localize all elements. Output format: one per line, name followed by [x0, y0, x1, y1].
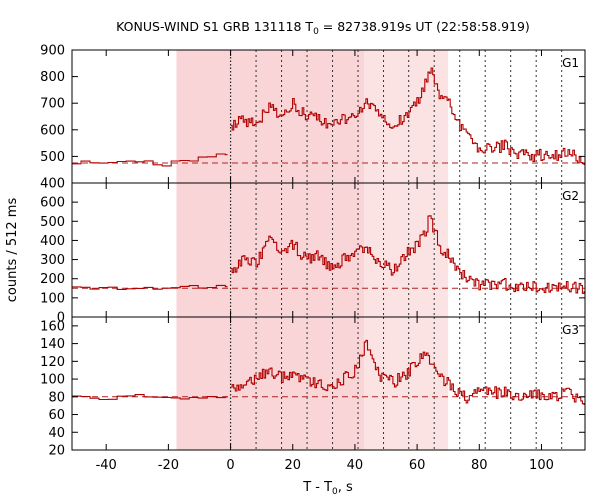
- y-tick-label-2-5: 400: [40, 234, 65, 249]
- pre-trigger-curve-2: [72, 284, 228, 290]
- y-tick-label-2-7: 600: [40, 196, 65, 211]
- y-tick-label-1-3: 600: [40, 123, 65, 138]
- x-tick-label-4: 20: [284, 458, 301, 473]
- post-trigger-curve-2: [230, 215, 585, 294]
- y-tick-label-3-1: 20: [48, 444, 65, 459]
- y-tick-label-3-2: 40: [48, 426, 65, 441]
- y-tick-label-3-8: 160: [40, 319, 65, 334]
- x-axis-label: T - T0, s: [302, 480, 353, 497]
- chart-title: KONUS-WIND S1 GRB 131118 T0 = 82738.919s…: [116, 19, 530, 37]
- y-tick-label-3-5: 100: [40, 373, 65, 388]
- x-tick-label-5: 40: [347, 458, 364, 473]
- y-tick-label-2-4: 300: [40, 253, 65, 268]
- y-tick-label-1-1: 400: [40, 177, 65, 192]
- shaded-interval-3-1: [176, 317, 231, 450]
- y-tick-label-3-3: 60: [48, 408, 65, 423]
- y-tick-label-2-1: 0: [57, 311, 65, 326]
- pre-trigger-curve-1: [72, 153, 228, 167]
- x-tick-label-8: 100: [529, 458, 554, 473]
- x-tick-label-7: 80: [471, 458, 488, 473]
- y-tick-label-1-6: 900: [40, 44, 65, 59]
- panel-label-g2: G2: [562, 189, 579, 203]
- y-axis-label: counts / 512 ms: [5, 198, 20, 303]
- y-tick-label-2-2: 100: [40, 291, 65, 306]
- shaded-interval-2-1: [176, 183, 231, 317]
- y-tick-label-2-6: 500: [40, 215, 65, 230]
- pre-trigger-curve-3: [72, 394, 228, 401]
- y-tick-label-3-6: 120: [40, 355, 65, 370]
- y-tick-label-1-5: 800: [40, 70, 65, 85]
- x-tick-label-3: 0: [226, 458, 234, 473]
- post-trigger-curve-3: [230, 339, 585, 406]
- panel-label-g3: G3: [562, 323, 579, 337]
- y-tick-label-3-7: 140: [40, 337, 65, 352]
- x-tick-label-1: -40: [96, 458, 117, 473]
- shaded-interval-2-3: [364, 183, 449, 317]
- panel-label-g1: G1: [562, 56, 579, 70]
- y-tick-label-1-2: 500: [40, 150, 65, 165]
- y-tick-label-1-4: 700: [40, 97, 65, 112]
- shaded-interval-3-3: [364, 317, 449, 450]
- shaded-interval-3-2: [230, 317, 365, 450]
- panel-frame-3: [71, 316, 586, 451]
- y-tick-label-2-3: 200: [40, 272, 65, 287]
- x-tick-label-2: -20: [158, 458, 179, 473]
- y-tick-label-3-4: 80: [48, 390, 65, 405]
- x-tick-label-6: 60: [409, 458, 426, 473]
- post-trigger-curve-1: [230, 67, 585, 165]
